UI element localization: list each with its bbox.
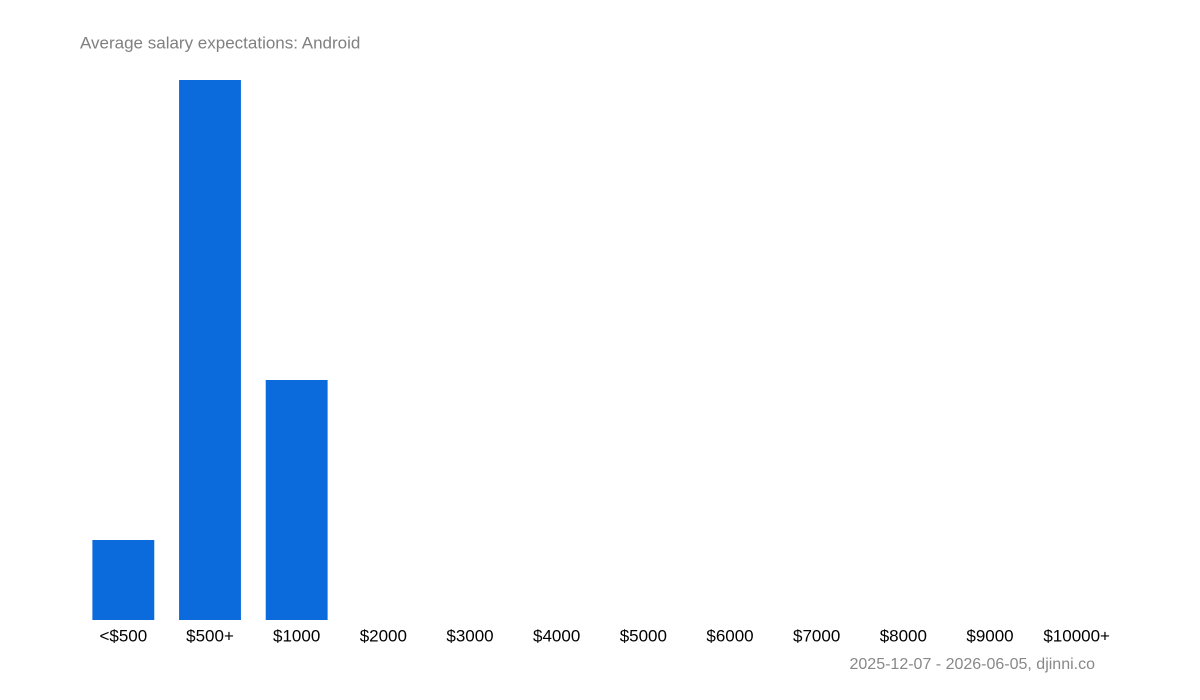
x-tick-label: $5000 [620,626,667,645]
chart-title: Average salary expectations: Android [80,33,360,52]
x-tick-label: <$500 [99,626,147,645]
x-tick-label: $8000 [880,626,927,645]
x-tick-label: $500+ [186,626,234,645]
x-tick-label: $2000 [360,626,407,645]
footnote: 2025-12-07 - 2026-06-05, djinni.co [850,656,1096,673]
x-tick-label: $3000 [446,626,493,645]
x-tick-label: $1000 [273,626,320,645]
x-tick-label: $10000+ [1043,626,1110,645]
x-tick-label: $7000 [793,626,840,645]
x-tick-label: $6000 [706,626,753,645]
x-tick-label: $4000 [533,626,580,645]
bar [179,80,241,620]
x-tick-label: $9000 [966,626,1013,645]
bar [92,540,155,620]
bar [265,380,328,620]
